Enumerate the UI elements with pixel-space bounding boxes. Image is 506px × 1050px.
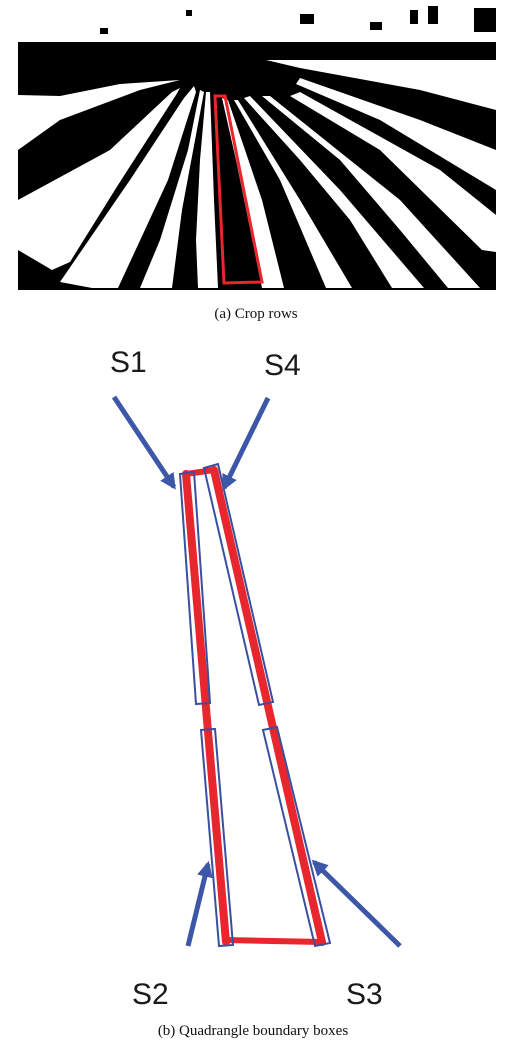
box-s3	[261, 725, 332, 948]
arrow-s1	[111, 395, 177, 490]
bottom-boundary-line	[223, 937, 325, 945]
crop-rows	[18, 60, 496, 288]
arrow-s4	[221, 396, 271, 491]
arrows	[111, 395, 402, 948]
right-boundary-line	[210, 466, 326, 946]
arrow-s2	[185, 860, 213, 947]
caption-a: (a) Crop rows	[214, 306, 297, 322]
caption-b: (b) Quadrangle boundary boxes	[158, 1023, 349, 1039]
label-s3: S3	[346, 978, 383, 1011]
crop-row-highlight	[213, 94, 264, 285]
box-s1	[178, 470, 212, 706]
label-s4: S4	[264, 349, 301, 382]
boundary-boxes-diagram: S1 S4 S2 S3	[110, 346, 402, 1011]
box-s4	[202, 462, 275, 707]
quadrangle-lines	[182, 466, 326, 946]
label-s1: S1	[110, 346, 147, 379]
arrow-s3	[311, 859, 402, 948]
left-boundary-line	[182, 470, 230, 946]
label-s2: S2	[132, 978, 169, 1011]
boundary-boxes	[178, 462, 332, 948]
box-s2	[199, 727, 235, 948]
crop-rows-image	[18, 6, 496, 290]
